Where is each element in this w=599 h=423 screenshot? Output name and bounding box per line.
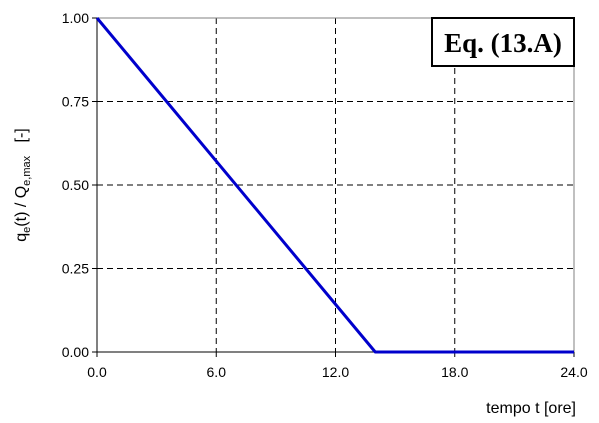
axes	[92, 17, 575, 357]
series-layer	[95, 17, 574, 354]
y-tick-label: 1.00	[62, 10, 89, 26]
x-axis-title: tempo t [ore]	[486, 400, 576, 417]
tick-labels: 0.00 0.25 0.50 0.75 1.00 0.0 6.0 12.0 18.0 24.0	[62, 10, 588, 380]
y-title-space	[13, 142, 30, 155]
equation-label: Eq. (13.A)	[444, 28, 562, 58]
grid-lines	[97, 18, 574, 352]
series-line	[95, 17, 574, 354]
y-tick-label: 0.00	[62, 344, 89, 360]
equation-label-frame	[431, 17, 575, 67]
x-tick-label: 0.0	[87, 364, 107, 380]
y-title-unit: [-]	[13, 128, 30, 142]
x-tick-label: 12.0	[322, 364, 349, 380]
y-tick-label: 0.50	[62, 177, 89, 193]
x-tick-label: 6.0	[207, 364, 227, 380]
y-axis-title: qe(t) / Qe,max [-]	[13, 128, 33, 241]
y-title-sub1: e	[21, 227, 33, 233]
x-tick-label: 24.0	[560, 364, 587, 380]
y-tick-label: 0.25	[62, 261, 89, 277]
y-title-main: q	[13, 233, 30, 242]
equation-label-box: Eq. (13.A)	[431, 17, 575, 67]
x-tick-label: 18.0	[441, 364, 468, 380]
y-tick-label: 0.75	[62, 94, 89, 110]
y-title-sub2: e,max	[21, 155, 33, 185]
y-title-mid: (t) / Q	[13, 186, 30, 227]
